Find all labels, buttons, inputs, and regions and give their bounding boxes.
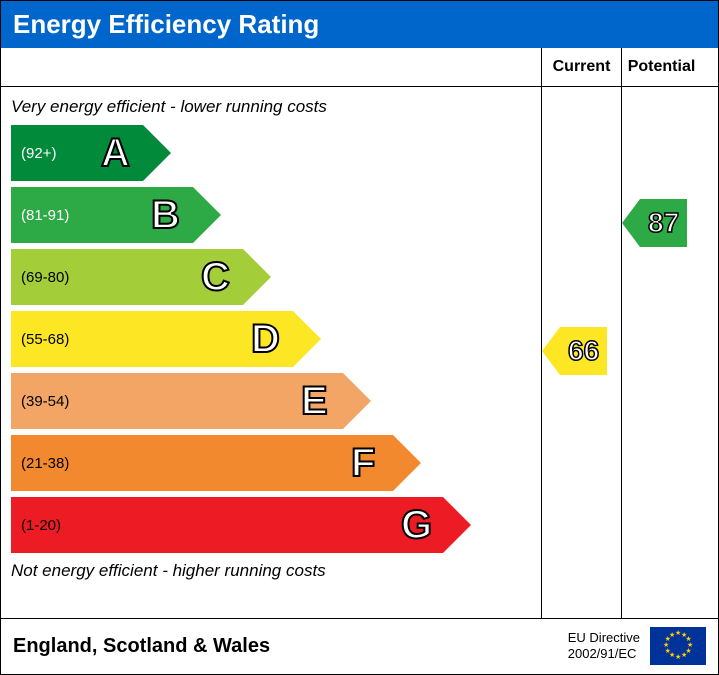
header-current: Current: [541, 48, 621, 86]
arrow-right-icon: [343, 373, 371, 429]
band-range: (92+): [21, 145, 56, 162]
arrow-left-icon: [622, 199, 640, 247]
region-label: England, Scotland & Wales: [13, 635, 270, 658]
arrow-right-icon: [293, 311, 321, 367]
header-spacer: [1, 48, 541, 86]
directive-text: EU Directive 2002/91/EC: [568, 630, 640, 661]
band-range: (55-68): [21, 331, 69, 348]
band-letter: G: [401, 503, 432, 548]
band-d: (55-68) D: [11, 311, 321, 367]
band-g: (1-20) G: [11, 497, 471, 553]
band-b: (81-91) B: [11, 187, 221, 243]
top-caption: Very energy efficient - lower running co…: [11, 97, 531, 117]
band-e: (39-54) E: [11, 373, 371, 429]
band-f: (21-38) F: [11, 435, 421, 491]
main-row: Very energy efficient - lower running co…: [1, 87, 718, 619]
band-a: (92+) A: [11, 125, 171, 181]
band-letter: B: [151, 193, 180, 238]
directive-line2: 2002/91/EC: [568, 646, 640, 662]
arrow-left-icon: [542, 327, 560, 375]
arrow-right-icon: [393, 435, 421, 491]
band-letter: E: [301, 379, 328, 424]
footer: England, Scotland & Wales EU Directive 2…: [1, 619, 718, 673]
directive-line1: EU Directive: [568, 630, 640, 646]
bottom-caption: Not energy efficient - higher running co…: [11, 561, 531, 581]
directive: EU Directive 2002/91/EC ★★★★★★★★★★★★: [568, 627, 706, 665]
potential-pointer: 87: [622, 199, 687, 247]
potential-cell: 87: [621, 87, 701, 618]
band-letter: F: [351, 441, 375, 486]
current-value: 66: [560, 327, 607, 375]
header-row: Current Potential: [1, 48, 718, 87]
arrow-right-icon: [243, 249, 271, 305]
arrow-right-icon: [193, 187, 221, 243]
band-letter: A: [101, 131, 130, 176]
arrow-right-icon: [443, 497, 471, 553]
header-potential: Potential: [621, 48, 701, 86]
band-letter: D: [251, 317, 280, 362]
eu-flag-icon: ★★★★★★★★★★★★: [650, 627, 706, 665]
arrow-right-icon: [143, 125, 171, 181]
band-range: (81-91): [21, 207, 69, 224]
band-c: (69-80) C: [11, 249, 271, 305]
current-cell: 66: [541, 87, 621, 618]
band-range: (1-20): [21, 517, 61, 534]
potential-value: 87: [640, 199, 687, 247]
current-pointer: 66: [542, 327, 607, 375]
bands-cell: Very energy efficient - lower running co…: [1, 87, 541, 618]
band-letter: C: [201, 255, 230, 300]
band-range: (69-80): [21, 269, 69, 286]
epc-chart: Energy Efficiency Rating Current Potenti…: [0, 0, 719, 675]
band-body: [11, 497, 443, 553]
title: Energy Efficiency Rating: [1, 1, 718, 48]
band-range: (21-38): [21, 455, 69, 472]
bands-container: (92+) A (81-91) B (69-80) C (55-68) D (39-54) E (2…: [11, 125, 531, 553]
band-range: (39-54): [21, 393, 69, 410]
